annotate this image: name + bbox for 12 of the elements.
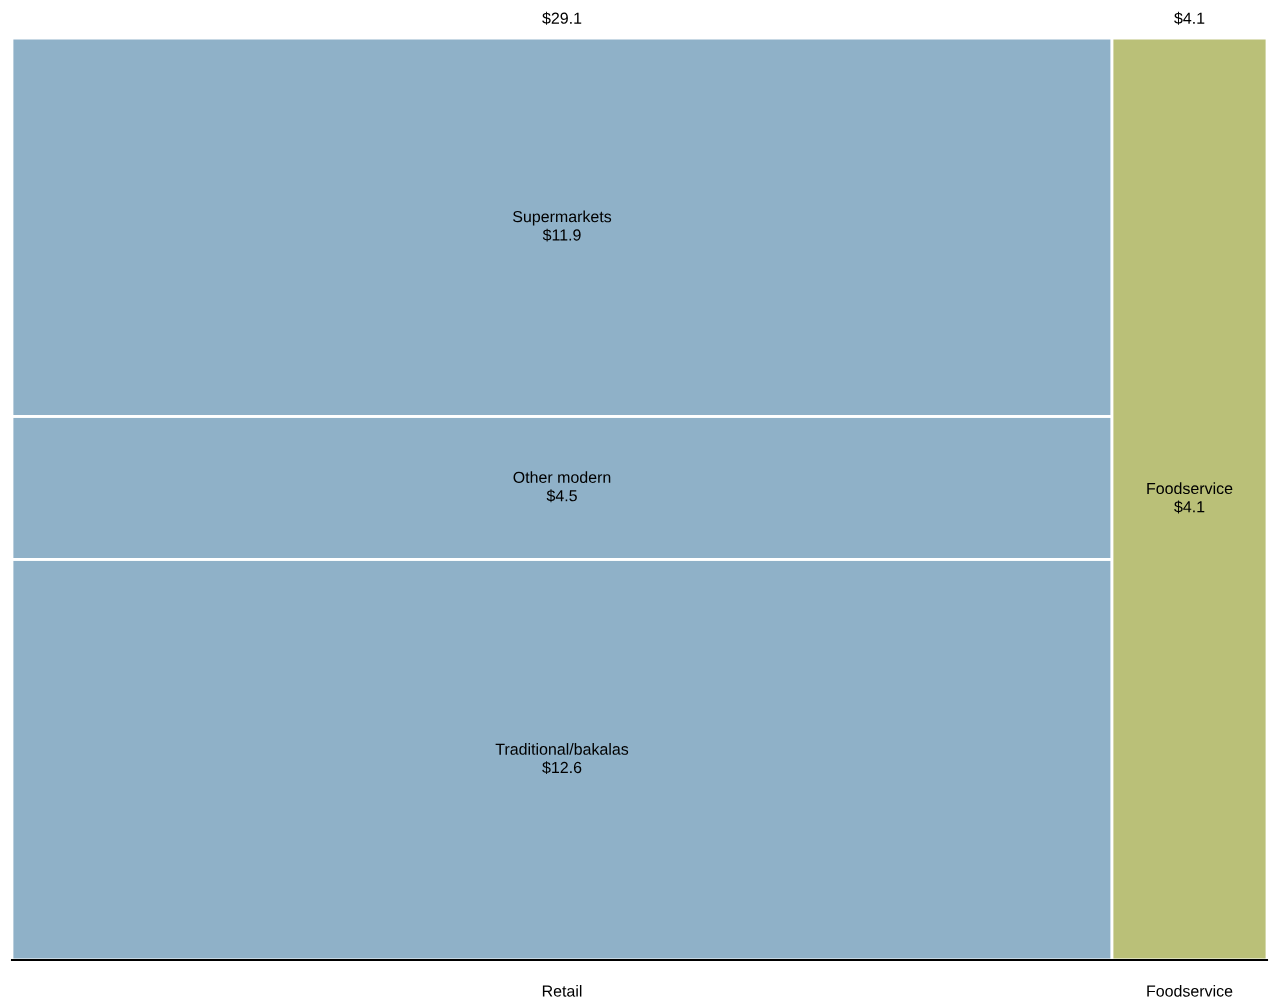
- category-label: Foodservice: [1147, 985, 1233, 997]
- series-label: Other modern: [513, 471, 611, 483]
- data-label: $29.1: [542, 11, 582, 25]
- series-label: Foodservice: [1147, 482, 1233, 495]
- category-label: Retail: [542, 985, 582, 997]
- series-label: Traditional/bakalas: [495, 743, 629, 755]
- data-label: $4.1: [1174, 11, 1205, 25]
- data-label: $4.1: [1174, 500, 1205, 514]
- data-label: $12.6: [542, 761, 582, 775]
- data-label: $11.9: [542, 228, 581, 242]
- series-label: Supermarkets: [513, 210, 612, 226]
- data-label: $4.5: [546, 489, 577, 503]
